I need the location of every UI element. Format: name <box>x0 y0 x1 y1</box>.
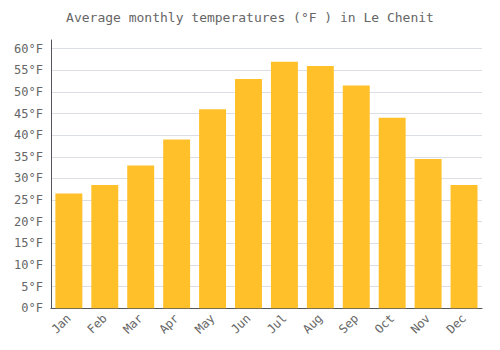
svg-text:Average monthly temperatures (: Average monthly temperatures (°F ) in Le… <box>66 10 434 25</box>
svg-text:50°F: 50°F <box>14 85 43 99</box>
svg-text:Apr: Apr <box>156 311 181 336</box>
svg-text:0°F: 0°F <box>21 301 43 315</box>
svg-text:55°F: 55°F <box>14 63 43 77</box>
svg-text:35°F: 35°F <box>14 150 43 164</box>
svg-text:20°F: 20°F <box>14 215 43 229</box>
svg-text:Dec: Dec <box>444 311 469 336</box>
svg-text:30°F: 30°F <box>14 171 43 185</box>
svg-text:Aug: Aug <box>300 311 325 336</box>
svg-text:60°F: 60°F <box>14 42 43 56</box>
svg-text:Jan: Jan <box>49 311 74 336</box>
svg-text:10°F: 10°F <box>14 258 43 272</box>
svg-text:Jun: Jun <box>228 311 253 336</box>
svg-text:Nov: Nov <box>408 311 433 336</box>
svg-text:May: May <box>192 311 217 336</box>
svg-text:45°F: 45°F <box>14 107 43 121</box>
svg-text:40°F: 40°F <box>14 128 43 142</box>
svg-text:5°F: 5°F <box>21 280 43 294</box>
svg-text:25°F: 25°F <box>14 193 43 207</box>
svg-text:Jul: Jul <box>264 311 289 336</box>
svg-text:Mar: Mar <box>120 311 145 336</box>
svg-text:Sep: Sep <box>336 311 361 336</box>
svg-text:Feb: Feb <box>85 311 110 336</box>
svg-text:Oct: Oct <box>372 311 397 336</box>
svg-text:15°F: 15°F <box>14 236 43 250</box>
